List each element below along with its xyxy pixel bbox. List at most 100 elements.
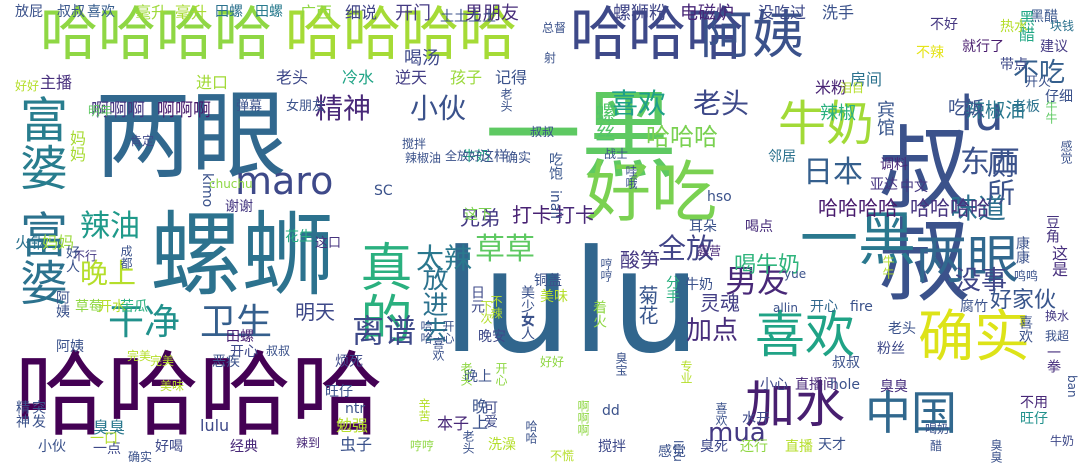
word-cloud-word: 两眼 (915, 231, 1020, 291)
word-cloud-word: 感觉 (658, 444, 686, 460)
word-cloud-word: 黑醋 (1016, 10, 1035, 42)
word-cloud-word: 辣油 (80, 209, 140, 244)
word-cloud-word: 开心 (810, 299, 838, 315)
word-cloud-word: 小心 (760, 377, 788, 393)
word-cloud-word: 喜欢 (714, 402, 728, 426)
word-cloud-word: 不行 (73, 249, 98, 263)
word-cloud-word: 阿姨 (54, 290, 70, 318)
word-cloud-word: 腐竹 (960, 299, 988, 315)
word-cloud-word: 田螺 (226, 329, 254, 345)
word-cloud-word: 美味 (540, 289, 568, 305)
word-cloud-word: 厕所 (983, 150, 1016, 206)
word-cloud-word: 还行 (740, 439, 768, 455)
word-cloud-word: 哼哼 (599, 258, 613, 282)
word-cloud-word: 开心 (494, 362, 508, 386)
word-cloud-word: 老头 (459, 362, 473, 386)
word-cloud-word: 老头 (461, 430, 475, 454)
word-cloud-word: 确实 (918, 305, 1030, 370)
word-cloud-word: 田螺 (215, 4, 243, 20)
word-cloud-word: 土土土土 (440, 9, 496, 25)
word-cloud-word: 就行了 (962, 39, 1004, 55)
word-cloud-word: 旺仔 (1020, 411, 1048, 427)
word-cloud-word: 鸣鸣 (1014, 269, 1039, 283)
word-cloud-word: 换水 (1045, 309, 1070, 323)
word-cloud-word: 下次 (479, 300, 493, 324)
word-cloud-word: 感觉 (1059, 140, 1073, 164)
word-cloud-word: 直播间 (795, 377, 837, 393)
word-cloud-word: 晚上 (469, 398, 488, 430)
word-cloud-word: 好人 (64, 245, 80, 273)
word-cloud-word: 臭臭 (93, 418, 126, 437)
word-cloud-word: lulu (442, 220, 701, 385)
word-cloud-word: ntr (345, 401, 366, 417)
word-cloud-word: 明天 (295, 300, 335, 324)
word-cloud-word: 天才 (818, 437, 846, 453)
word-cloud-word: 啊啊啊 (576, 400, 590, 436)
word-cloud-word: 没吃过 (758, 3, 807, 22)
word-cloud-word: 耳朵 (689, 219, 717, 235)
word-cloud-word: 好家伙 (990, 288, 1057, 313)
word-cloud-word: 经典 (230, 439, 258, 455)
word-cloud-word: 哈哈哈哈 (285, 0, 518, 68)
word-cloud-word: 不辣 (916, 45, 944, 61)
word-cloud-word: mua (708, 418, 766, 448)
word-cloud-word: 草草 (475, 232, 535, 267)
word-cloud-word: 叔叔 (832, 355, 860, 371)
word-cloud-word: 花生 (285, 229, 313, 245)
word-cloud-word: 一拳 (1045, 345, 1061, 373)
word-cloud-word: 康康 (1014, 236, 1030, 264)
word-cloud-word: 两眼 (95, 80, 287, 192)
word-cloud-word: 晚上 (464, 369, 492, 385)
word-cloud-word: 烦死 (335, 354, 363, 370)
word-cloud-word: 吃饱 (547, 152, 563, 180)
word-cloud-word: 阿姨 (700, 6, 805, 66)
word-cloud-word: 直播 (785, 439, 813, 455)
word-cloud-word: kimo (199, 173, 215, 208)
word-cloud-word: 这样 (480, 149, 508, 165)
word-cloud-word: 弹幕 (236, 99, 263, 114)
word-cloud-word: 打卡 (555, 203, 595, 227)
word-cloud-word: 铜盖 (534, 273, 562, 289)
word-cloud-word: 离谱 (352, 312, 417, 350)
word-cloud-word: 这是 (1049, 245, 1068, 277)
word-cloud-word: 洗澡 (488, 437, 516, 453)
word-cloud-word: 豆角 (1044, 215, 1060, 243)
word-cloud-word: 洗手 (822, 3, 855, 22)
word-cloud-word: 真的 (351, 240, 411, 344)
word-cloud-word: 喝点 (745, 219, 773, 235)
word-cloud-word: hso (707, 189, 732, 205)
word-cloud-word: 搅拌 (598, 439, 626, 455)
word-cloud-word: hole (830, 377, 860, 393)
word-cloud-word: 房间 (850, 70, 883, 89)
word-cloud-word: 哼哼 (410, 439, 435, 453)
word-cloud-word: 螺蛳 (150, 202, 335, 309)
word-cloud-word: 阿姨 (56, 339, 84, 355)
word-cloud-word: 好喝 (155, 439, 183, 455)
word-cloud-word: 邻居 (768, 149, 796, 165)
word-cloud-word: 东西 (960, 145, 1020, 180)
word-cloud-word: 开心 (441, 320, 455, 344)
word-cloud-word: allin (773, 301, 798, 315)
word-cloud-word: 喝汤 (404, 48, 440, 69)
word-cloud-word: 中国 (865, 386, 957, 440)
word-cloud-word: 哈哈哈哈 (15, 342, 384, 449)
word-cloud-word: 臭死 (700, 439, 728, 455)
word-cloud-word: 牛奶 (462, 149, 490, 165)
word-cloud-word: chuchu (209, 177, 253, 191)
word-cloud-word: 富婆 (11, 210, 67, 306)
word-cloud-word: 全放好 (445, 149, 482, 163)
word-cloud-word: 哈哈哈哈 (818, 196, 898, 220)
word-cloud-word: 电磁炉 (680, 3, 734, 24)
word-cloud-word: 开火 (1025, 75, 1052, 90)
word-cloud-word: 这口 (315, 236, 342, 251)
word-cloud-word: 加点 (686, 316, 739, 346)
word-cloud-word: 开门 (395, 3, 431, 24)
word-cloud-word: 喝奶 (925, 422, 950, 436)
word-cloud-word: 辛苦 (417, 398, 431, 422)
word-cloud-word: 小伙 (38, 439, 66, 455)
word-cloud-word: 突发 (30, 400, 46, 428)
word-cloud-word: 晚上 (80, 257, 137, 290)
word-cloud-word: 不慌 (550, 449, 575, 463)
word-cloud-word: 喜欢 (87, 4, 115, 20)
word-cloud-word: 老板 (1012, 99, 1040, 115)
